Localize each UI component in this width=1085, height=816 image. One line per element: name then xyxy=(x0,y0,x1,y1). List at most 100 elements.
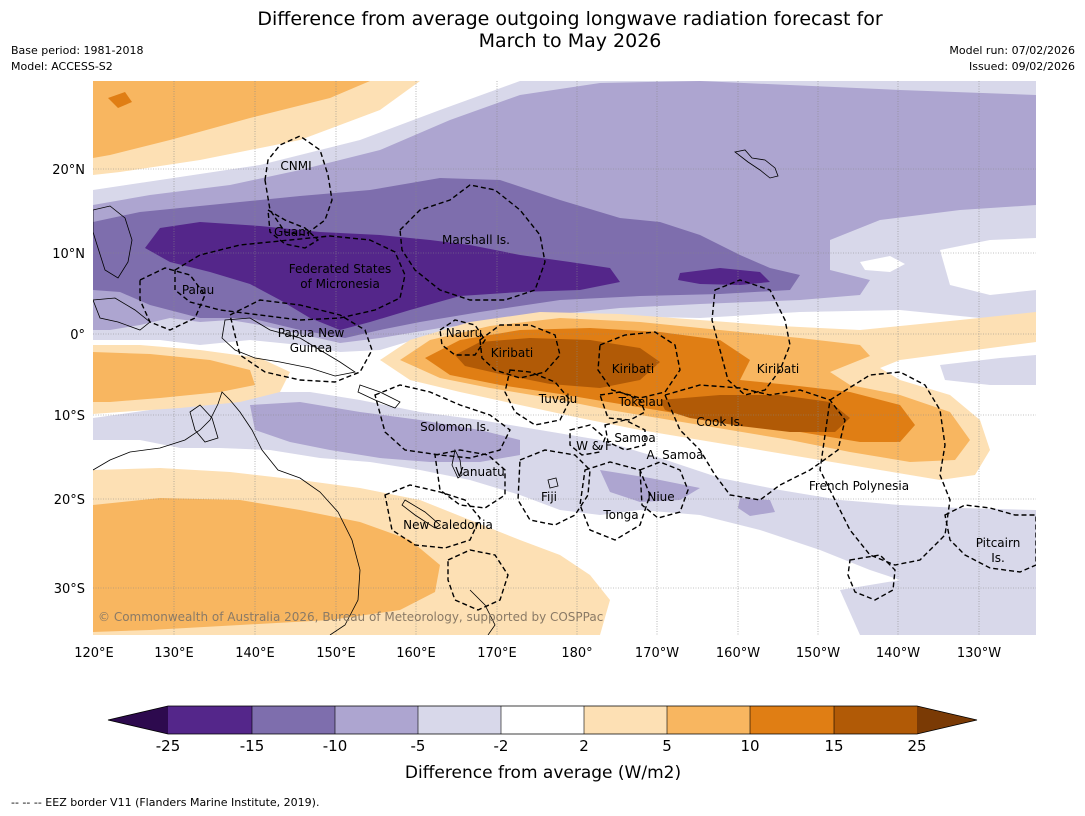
colorbar-tick: -10 xyxy=(323,737,348,755)
eez-cook xyxy=(664,384,846,501)
anomaly-field xyxy=(93,81,1036,635)
eez-tuvalu xyxy=(504,369,571,426)
region-label: Kiribati xyxy=(612,362,654,376)
eez-samoa xyxy=(604,419,646,451)
colorbar-tick: 25 xyxy=(907,737,926,755)
coast-australia xyxy=(93,391,361,635)
colorbar-tick: 2 xyxy=(579,737,589,755)
coast-indonesia xyxy=(93,297,151,331)
lon-tick: 150°W xyxy=(796,646,840,661)
copyright-text: © Commonwealth of Australia 2026, Bureau… xyxy=(98,610,603,624)
colorbar-extend-low xyxy=(108,706,168,734)
region-label: Samoa xyxy=(614,431,655,445)
colorbar-segment xyxy=(252,706,335,734)
coast-hawaii xyxy=(734,149,779,179)
anomaly-lightest-south-east xyxy=(840,580,1036,635)
colorbar-segment xyxy=(667,706,750,734)
lat-axis: 20°N 10°N 0° 10°S 20°S 30°S xyxy=(52,163,85,597)
graticule xyxy=(93,81,1036,635)
region-label: Papua New xyxy=(278,326,345,340)
map-title: Difference from average outgoing longwav… xyxy=(0,8,1085,52)
colorbar-extend-high xyxy=(917,706,977,734)
eez-norfolk xyxy=(447,549,509,611)
colorbar-segment xyxy=(168,706,252,734)
eez-french-polynesia-south xyxy=(847,554,896,601)
colorbar-segment xyxy=(335,706,418,734)
anomaly-orange-north-mid xyxy=(93,81,370,158)
eez-png xyxy=(229,299,373,383)
lon-tick: 160°E xyxy=(396,646,436,661)
region-label: A. Samoa xyxy=(647,448,704,462)
anomaly-orange-darkest-eq-2 xyxy=(660,395,850,432)
region-label: Vanuatu xyxy=(455,465,505,479)
region-label: Tonga xyxy=(602,508,638,522)
lon-axis: 120°E 130°E 140°E 150°E 160°E 170°E 180°… xyxy=(74,646,1001,661)
lat-tick: 30°S xyxy=(54,582,85,597)
colorbar-title: Difference from average (W/m2) xyxy=(405,763,681,783)
eez-solomon xyxy=(374,384,511,459)
colorbar-outline xyxy=(107,705,978,735)
region-label: Marshall Is. xyxy=(442,233,510,247)
anomaly-orange-south-mid xyxy=(93,498,440,632)
colorbar-tick: 10 xyxy=(740,737,759,755)
colorbar-tick: 15 xyxy=(824,737,843,755)
eez-kiribati-west xyxy=(479,324,561,379)
anomaly-purple-dark-north-2 xyxy=(678,268,770,285)
region-label: New Caledonia xyxy=(403,518,493,532)
coast-png xyxy=(221,317,357,377)
lat-tick: 10°S xyxy=(54,409,85,424)
lon-tick: 120°E xyxy=(74,646,114,661)
eez-kiribati-east xyxy=(711,279,791,396)
coastlines xyxy=(93,149,779,635)
eez-fiji xyxy=(517,449,591,526)
footnote: -- -- -- EEZ border V11 (Flanders Marine… xyxy=(11,796,320,809)
lon-tick: 170°W xyxy=(635,646,679,661)
eez-guam xyxy=(267,208,320,249)
eez-wf xyxy=(569,424,606,456)
region-label: of Micronesia xyxy=(300,277,380,291)
base-period: Base period: 1981-2018 xyxy=(11,44,144,57)
region-label: Solomon Is. xyxy=(420,420,490,434)
region-label: Cook Is. xyxy=(696,415,743,429)
eez-french-polynesia xyxy=(819,371,951,566)
lon-tick: 170°E xyxy=(477,646,517,661)
coast-philippines xyxy=(93,205,133,279)
colorbar-tick: -2 xyxy=(494,737,509,755)
eez-nauru xyxy=(439,319,486,356)
lon-tick: 140°W xyxy=(876,646,920,661)
anomaly-purple-light-south-3 xyxy=(738,498,775,516)
eez-tokelau xyxy=(599,391,646,421)
region-label: Niue xyxy=(647,490,674,504)
eez-marshall xyxy=(399,184,546,301)
lon-tick: 140°E xyxy=(235,646,275,661)
eez-vanuatu xyxy=(434,449,506,509)
lon-tick: 180° xyxy=(561,646,592,661)
eez-tonga xyxy=(579,461,651,541)
region-label: Federated States xyxy=(289,262,391,276)
model-name: Model: ACCESS-S2 xyxy=(11,60,113,73)
eez-cnmi xyxy=(264,135,333,236)
lat-tick: 10°N xyxy=(52,247,85,262)
region-label: Kiribati xyxy=(757,362,799,376)
anomaly-purple-light-south-2 xyxy=(600,470,700,502)
lat-tick: 20°N xyxy=(52,163,85,178)
coast-gulf xyxy=(189,404,219,443)
eez-niue xyxy=(639,461,689,519)
anomaly-white-pocket-hawaii xyxy=(860,256,905,272)
coast-fiji xyxy=(547,477,559,489)
region-label: W & F xyxy=(576,439,612,453)
lat-tick: 0° xyxy=(70,328,85,343)
region-label: Palau xyxy=(182,283,214,297)
meta-right: Model run: 07/02/2026 Issued: 09/02/2026 xyxy=(949,43,1075,75)
colorbar-dividers xyxy=(251,706,835,734)
coast-vanuatu xyxy=(451,448,463,479)
colorbar-tick: 5 xyxy=(662,737,672,755)
colorbar-segment xyxy=(750,706,834,734)
lon-tick: 130°W xyxy=(957,646,1001,661)
region-label: Nauru xyxy=(446,326,482,340)
eez-pitcairn xyxy=(944,504,1036,573)
colorbar: -25 -15 -10 -5 -2 2 5 10 15 25 Differenc… xyxy=(107,705,978,783)
colorbar-tick: -25 xyxy=(156,737,181,755)
region-label: Kiribati xyxy=(491,346,533,360)
